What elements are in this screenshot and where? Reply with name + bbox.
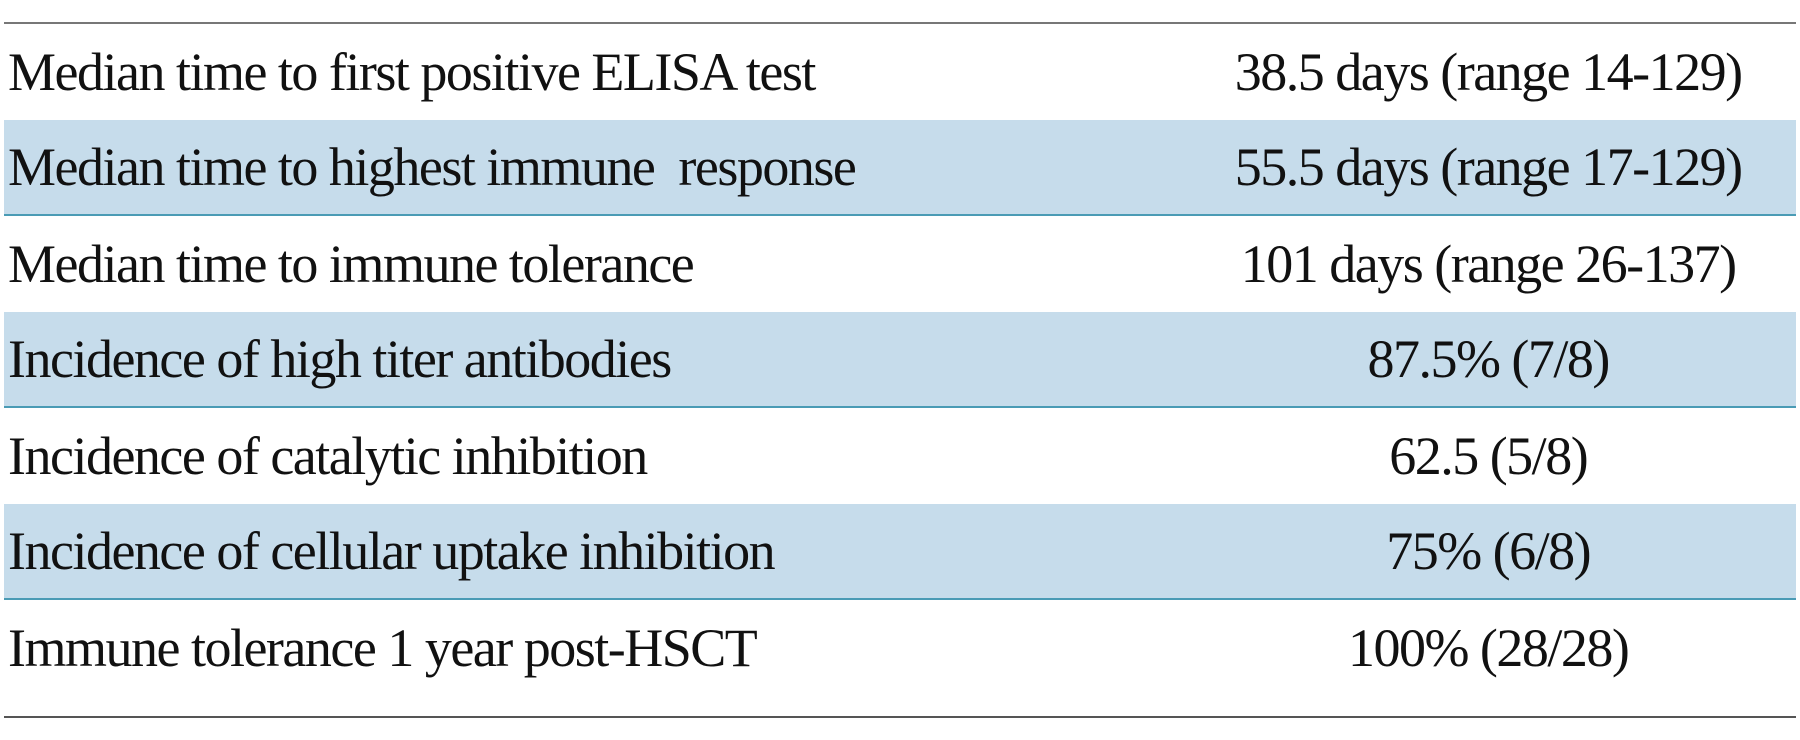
table: Median time to first positive ELISA test… [4, 22, 1796, 696]
row-label: Median time to immune tolerance [8, 234, 695, 294]
row-value: 101 days (range 26-137) [1240, 234, 1737, 294]
row-value: 100% (28/28) [1347, 618, 1630, 678]
row-value: 87.5% (7/8) [1367, 329, 1610, 389]
table-row: Incidence of high titer antibodies 87.5% … [4, 312, 1796, 408]
row-label: Immune tolerance 1 year post-HSCT [8, 618, 758, 678]
row-value: 38.5 days (range 14-129) [1234, 42, 1743, 102]
row-label: Incidence of catalytic inhibition [8, 426, 648, 486]
table-bottom-rule [4, 716, 1796, 718]
table-row: Incidence of catalytic inhibition 62.5 (5… [4, 408, 1796, 504]
row-label: Incidence of high titer antibodies [8, 329, 672, 389]
row-label: Incidence of cellular uptake inhibition [8, 521, 776, 581]
row-label: Median time to first positive ELISA test [8, 42, 816, 102]
table-row: Incidence of cellular uptake inhibition 7… [4, 504, 1796, 600]
table-row: Median time to immune tolerance 101 days … [4, 216, 1796, 312]
row-value: 75% (6/8) [1386, 521, 1591, 581]
row-label: Median time to highest immune response [8, 137, 857, 197]
row-value: 55.5 days (range 17-129) [1234, 137, 1743, 197]
table-row: Immune tolerance 1 year post-HSCT 100% (2… [4, 600, 1796, 696]
table-row: Median time to highest immune response 55… [4, 120, 1796, 216]
table-row: Median time to first positive ELISA test… [4, 24, 1796, 120]
row-value: 62.5 (5/8) [1389, 426, 1588, 486]
